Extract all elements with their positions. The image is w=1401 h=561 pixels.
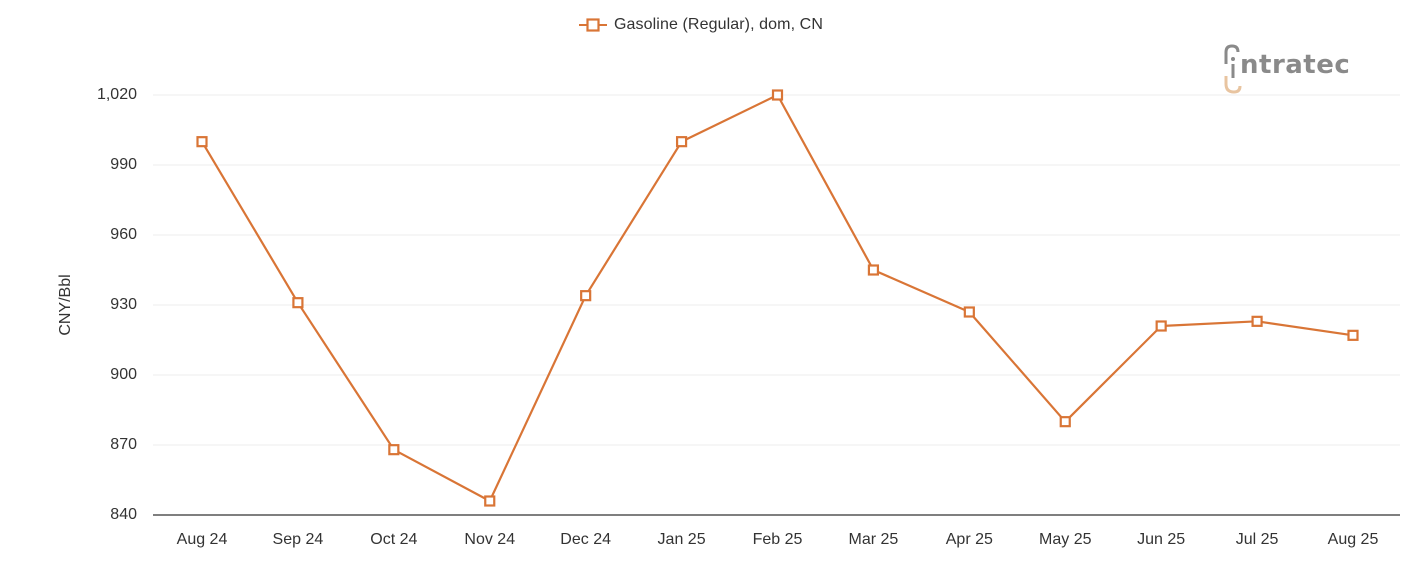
y-tick-label: 870 <box>110 436 137 453</box>
x-tick-label: Nov 24 <box>464 531 516 548</box>
data-point-marker[interactable] <box>675 136 688 148</box>
x-tick-label: Feb 25 <box>752 531 803 548</box>
logo-mark-icon <box>1224 44 1242 94</box>
data-point-marker[interactable] <box>963 306 975 318</box>
intratec-logo: ntratec <box>1220 42 1370 98</box>
y-tick-label: 990 <box>110 156 137 173</box>
data-point-marker[interactable] <box>388 444 400 456</box>
data-point-marker[interactable] <box>580 290 592 302</box>
y-tick-label: 930 <box>110 296 137 313</box>
x-tick-label: Aug 25 <box>1327 531 1379 548</box>
x-tick-label: Jul 25 <box>1235 531 1279 548</box>
data-point-marker[interactable] <box>867 264 880 276</box>
data-point-marker[interactable] <box>292 297 304 309</box>
data-point-marker[interactable] <box>196 136 208 148</box>
data-point-marker[interactable] <box>1251 315 1263 327</box>
chart-legend[interactable]: Gasoline (Regular), dom, CN <box>0 16 1401 34</box>
legend-label: Gasoline (Regular), dom, CN <box>614 16 823 33</box>
x-tick-label: Apr 25 <box>945 531 993 548</box>
legend-line-square-icon <box>579 18 607 32</box>
data-point-marker[interactable] <box>1347 329 1359 341</box>
y-tick-label: 840 <box>110 506 137 523</box>
data-point-marker[interactable] <box>1059 416 1071 428</box>
x-tick-label: Jun 25 <box>1137 531 1186 548</box>
x-tick-label: Dec 24 <box>560 531 612 548</box>
data-point-marker[interactable] <box>484 495 496 507</box>
x-tick-label: Sep 24 <box>272 531 324 548</box>
x-tick-label: Oct 24 <box>370 531 418 548</box>
series-line <box>201 93 1354 503</box>
y-tick-label: 900 <box>110 366 137 383</box>
x-tick-label: May 25 <box>1039 531 1092 548</box>
y-tick-label: 960 <box>110 226 137 243</box>
x-tick-label: Aug 24 <box>176 531 228 548</box>
x-tick-label: Mar 25 <box>848 531 899 548</box>
data-point-marker[interactable] <box>1155 320 1167 332</box>
data-point-marker[interactable] <box>771 89 784 101</box>
x-tick-label: Jan 25 <box>657 531 706 548</box>
logo-text: ntratec <box>1240 50 1351 80</box>
y-tick-label: 1,020 <box>96 86 137 103</box>
